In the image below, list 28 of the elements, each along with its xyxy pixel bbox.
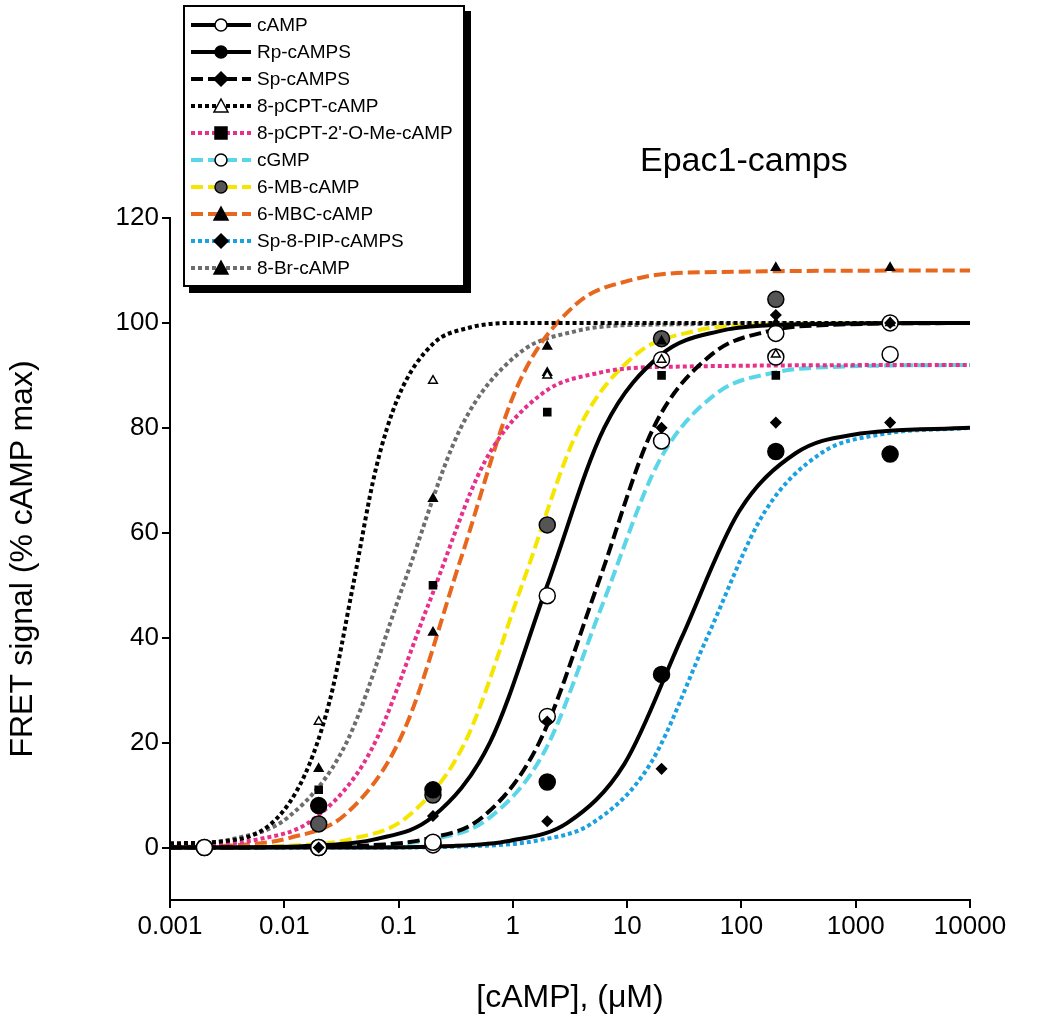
y-tick-label: 60 (130, 515, 159, 546)
x-tick-label: 0.01 (258, 909, 310, 940)
x-tick-label: 10 (612, 909, 642, 940)
x-tick-label: 0.1 (380, 909, 417, 940)
x-tick-label: 1 (505, 909, 521, 940)
y-tick-label: 100 (115, 306, 159, 337)
legend-label: 6-MB-cAMP (257, 175, 360, 198)
x-tick-label: 0.001 (137, 909, 203, 940)
y-axis-title: FRET signal (% cAMP max) (3, 360, 40, 758)
legend-label: 8-pCPT-2'-O-Me-cAMP (257, 121, 453, 144)
legend-label: Sp-cAMPS (257, 67, 350, 90)
legend-label: cGMP (257, 148, 310, 171)
x-tick-label: 10000 (933, 909, 1007, 940)
x-tick-label: 100 (719, 909, 764, 940)
legend-label: cAMP (257, 13, 308, 36)
legend-label: Sp-8-PIP-cAMPS (257, 229, 404, 252)
x-axis-title: [cAMP], (μM) (476, 977, 664, 1014)
y-tick-label: 0 (144, 830, 159, 861)
legend-label: Rp-cAMPS (257, 40, 351, 63)
legend-label: 8-Br-cAMP (257, 256, 350, 279)
y-tick-label: 40 (130, 620, 159, 651)
legend-label: 8-pCPT-cAMP (257, 94, 379, 117)
chart-title: Epac1-camps (640, 140, 848, 179)
y-tick-label: 120 (115, 201, 159, 232)
x-tick-label: 1000 (826, 909, 885, 940)
y-tick-label: 80 (130, 411, 159, 442)
legend-label: 6-MBC-cAMP (257, 202, 374, 225)
y-tick-label: 20 (130, 725, 159, 756)
